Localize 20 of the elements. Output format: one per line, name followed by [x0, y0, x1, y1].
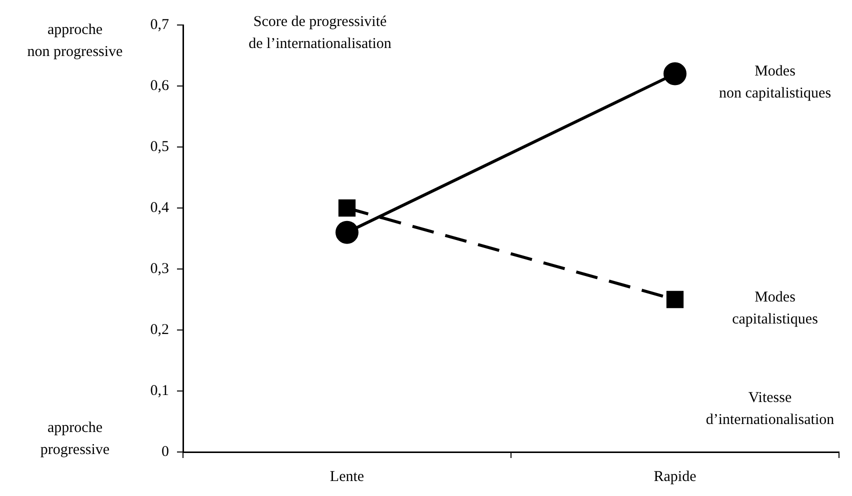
y-axis-title: Score de progressivité de l’internationalisation — [248, 14, 392, 52]
text: Modes capitalistiques — [732, 289, 818, 328]
x-tick-label: Lente — [330, 468, 364, 485]
text: approche non progressive — [27, 22, 124, 60]
y-tick-label: 0,2 — [150, 322, 169, 338]
y-tick-label: 0 — [162, 444, 169, 460]
text: Modes non capitalistiques — [718, 64, 832, 102]
text: approche progressive — [40, 420, 110, 458]
y-tick-label: 0,5 — [150, 138, 169, 155]
y-tick-label: 0,3 — [150, 260, 169, 277]
point — [338, 199, 356, 217]
x-axis-title: Vitesse d’internationalisation — [706, 390, 835, 428]
point — [336, 220, 358, 244]
y-tick-label: 0,7 — [150, 16, 170, 33]
point — [666, 290, 684, 308]
x-tick-label: Rapide — [654, 468, 697, 485]
point — [664, 62, 686, 86]
y-tick-label: 0,6 — [150, 78, 170, 94]
y-tick-label: 0,1 — [150, 382, 169, 399]
y-tick-label: 0,4 — [150, 200, 170, 216]
